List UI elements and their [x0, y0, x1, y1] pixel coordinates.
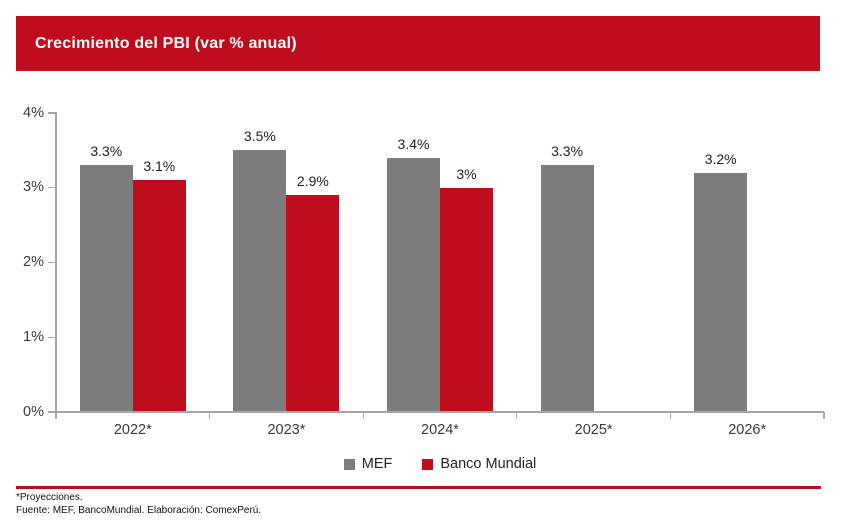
mef-swatch-icon	[343, 458, 355, 470]
y-tick	[48, 411, 56, 413]
x-tick	[823, 412, 825, 419]
x-tick-label: 2025*	[574, 422, 613, 438]
x-tick	[55, 412, 57, 419]
bar-value-label: 3.3%	[90, 143, 123, 160]
legend-label-mef: MEF	[361, 456, 393, 472]
bar-value-label: 3.2%	[704, 150, 737, 167]
legend-item-banco-mundial: Banco Mundial	[422, 456, 536, 472]
x-tick	[209, 412, 211, 419]
bar-mef-2026	[694, 172, 748, 412]
legend-label-banco-mundial: Banco Mundial	[440, 456, 537, 472]
y-tick	[48, 261, 56, 264]
bar-mef-2022	[79, 165, 133, 412]
legend-item-mef: MEF	[343, 456, 393, 472]
bar-mef-2024	[387, 157, 440, 412]
bar-value-label: 3%	[456, 165, 477, 182]
x-tick	[362, 412, 364, 419]
bar-value-label: 3.3%	[551, 143, 584, 160]
x-tick-label: 2026*	[728, 422, 767, 438]
title-banner: Crecimiento del PBI (var % anual)	[16, 16, 820, 71]
footnote-source: Fuente: MEF, BancoMundial. Elaboración: …	[16, 504, 262, 516]
y-tick-label: 0%	[23, 403, 44, 420]
x-tick	[669, 412, 672, 419]
footer-divider	[16, 486, 821, 489]
bar-value-label: 3.5%	[243, 128, 276, 145]
x-tick-label: 2022*	[113, 422, 152, 438]
x-tick-label: 2023*	[267, 422, 306, 438]
y-tick	[48, 112, 56, 114]
bar-banco-mundial-2024	[440, 187, 493, 412]
x-axis-line	[55, 411, 824, 414]
bar-mef-2025	[540, 165, 594, 412]
y-tick-label: 2%	[23, 254, 44, 270]
banco-mundial-swatch-icon	[422, 458, 434, 470]
bar-banco-mundial-2023	[286, 195, 340, 412]
x-tick	[516, 412, 518, 419]
footnote-projections: *Proyecciones.	[16, 492, 83, 503]
chart-legend: MEF Banco Mundial	[56, 454, 824, 474]
bar-banco-mundial-2022	[132, 180, 186, 412]
chart-title: Crecimiento del PBI (var % anual)	[35, 34, 297, 52]
y-tick-label: 1%	[23, 328, 44, 345]
y-tick	[48, 336, 56, 338]
x-tick-label: 2024*	[421, 422, 459, 438]
y-tick-label: 3%	[23, 179, 44, 196]
bar-value-label: 3.1%	[143, 158, 176, 175]
bar-value-label: 2.9%	[296, 173, 329, 190]
bar-mef-2023	[233, 150, 287, 412]
footnotes: *Proyecciones. Fuente: MEF, BancoMundial…	[16, 492, 261, 517]
y-tick-label: 4%	[23, 104, 44, 121]
bar-value-label: 3.4%	[397, 135, 430, 152]
y-tick	[48, 187, 56, 189]
